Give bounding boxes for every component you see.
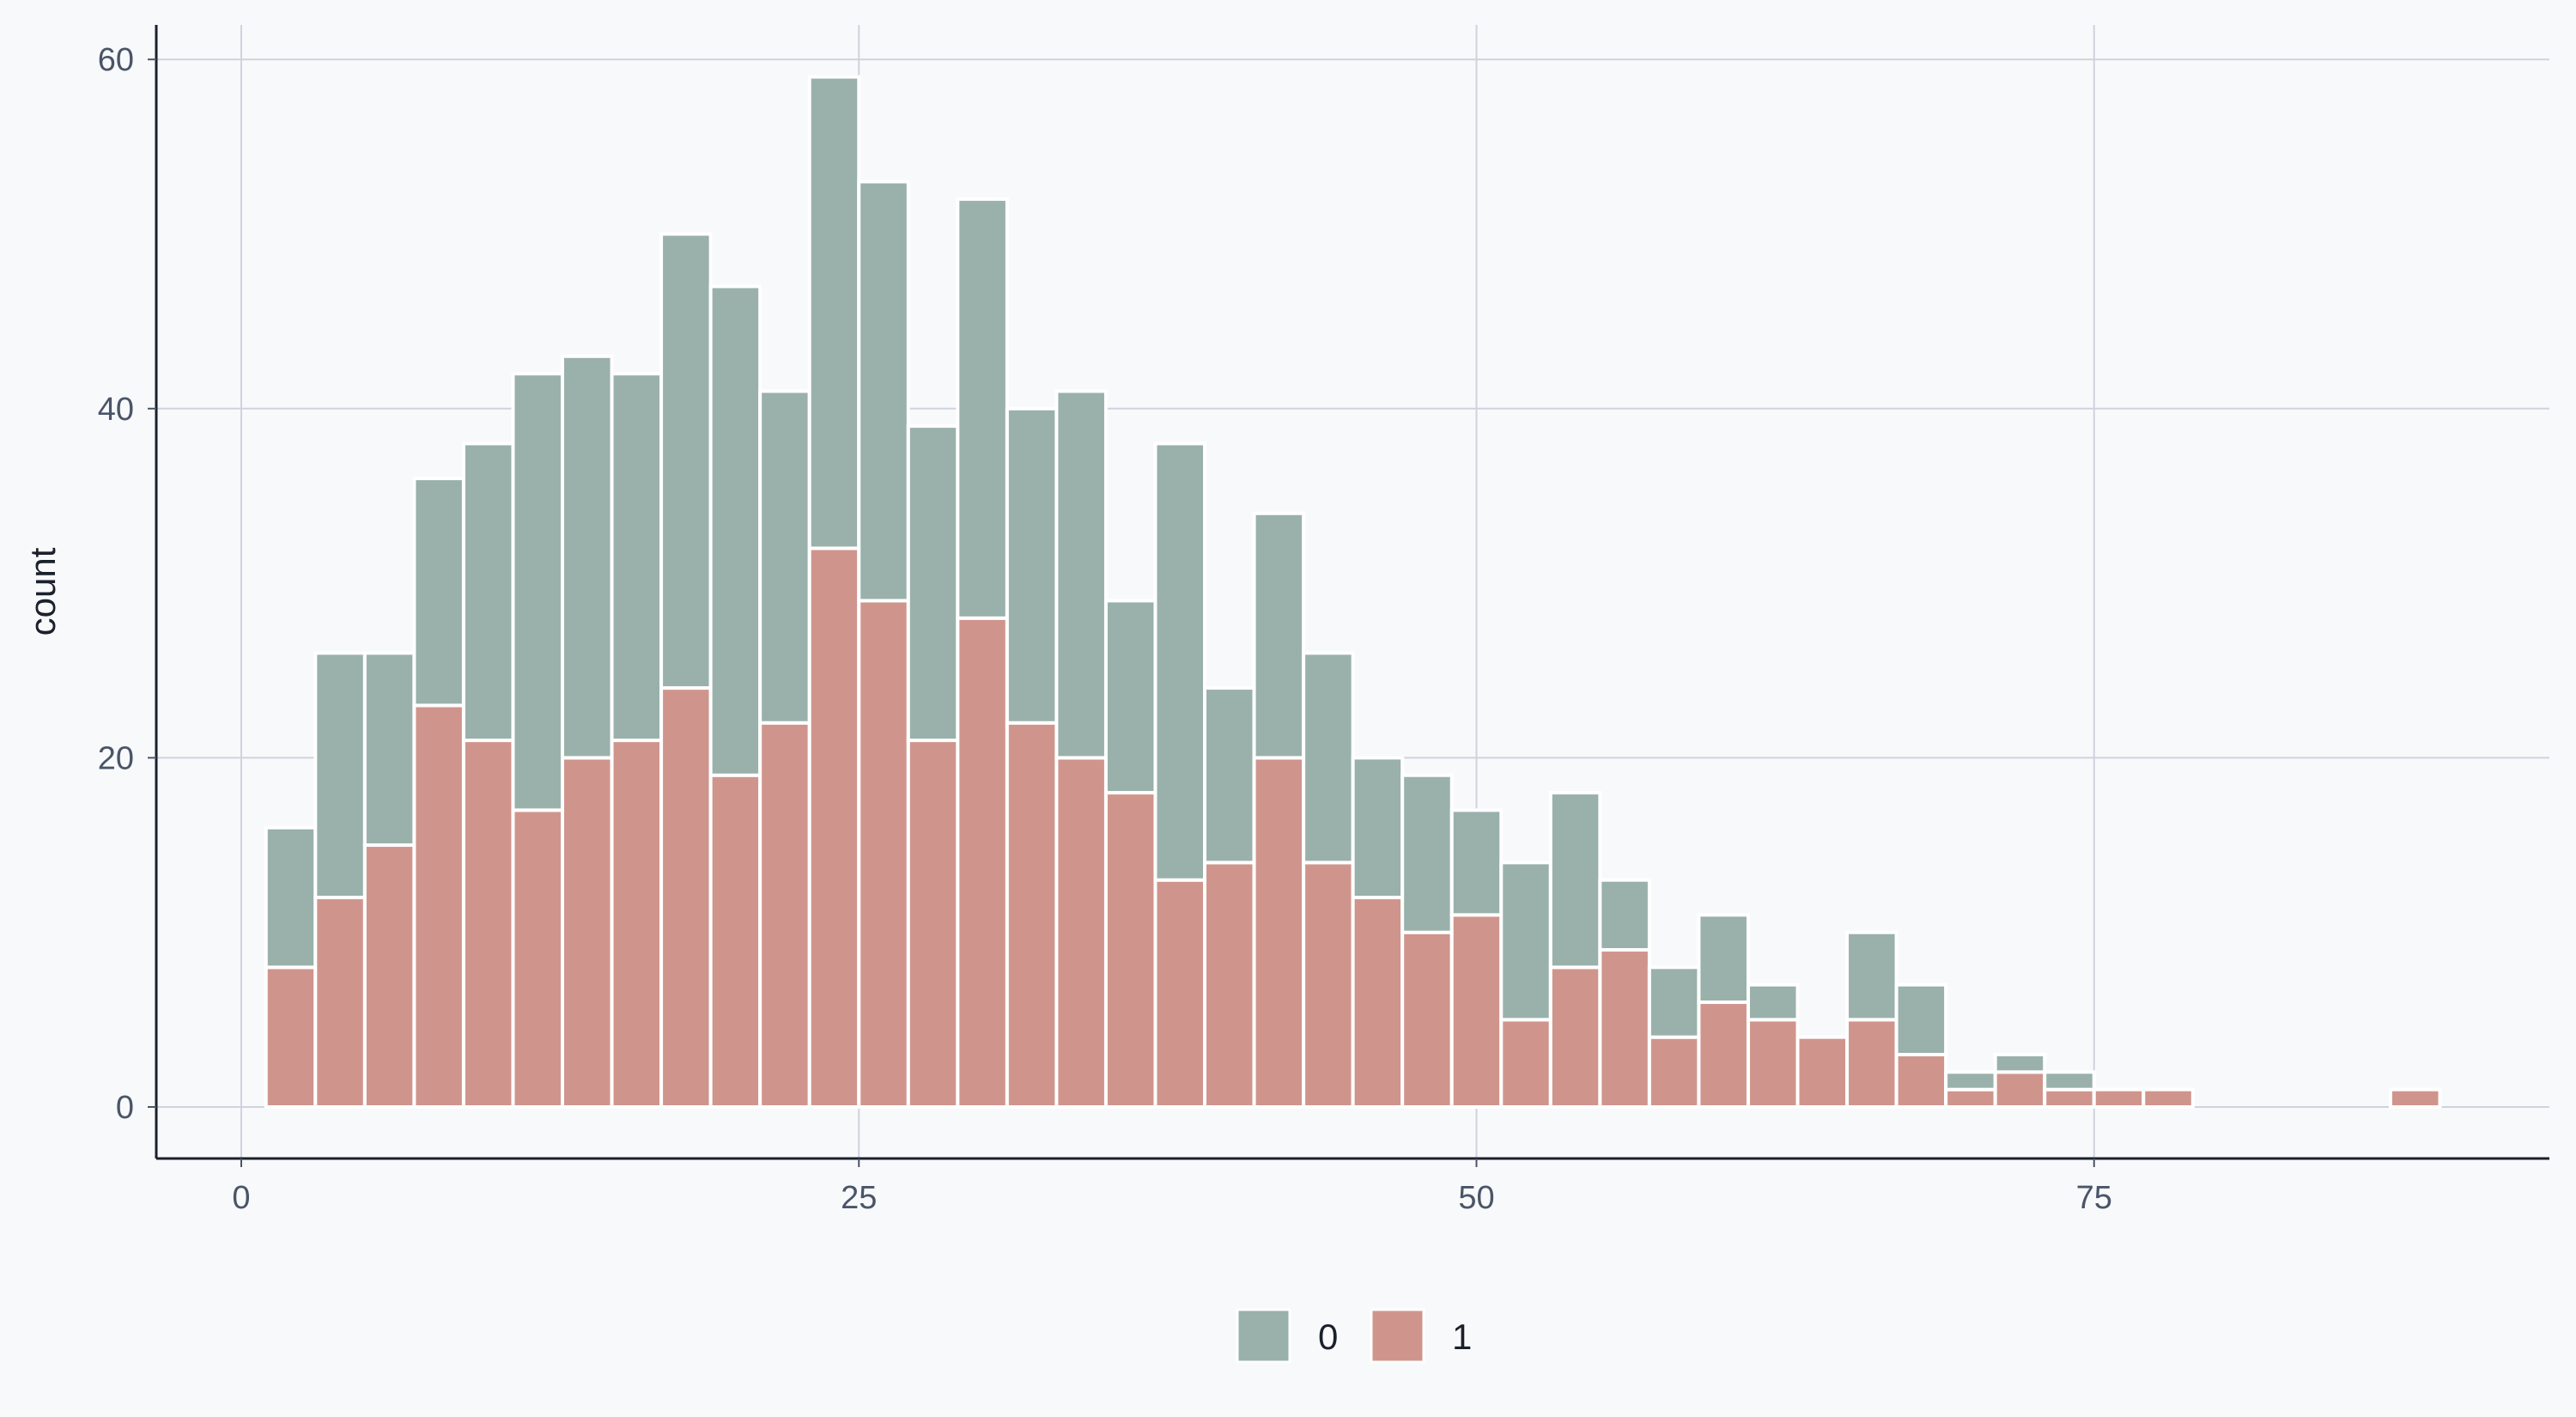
bar-series-1	[1449, 913, 1504, 1109]
bar-series-0	[313, 651, 367, 900]
bar-series-0	[857, 179, 910, 603]
bar-series-1	[807, 546, 861, 1109]
bar-series-1	[1302, 861, 1355, 1109]
x-tick-label: 0	[232, 1180, 250, 1216]
bar-series-0	[758, 389, 811, 725]
legend: 0 1	[1236, 1308, 1472, 1364]
bar-series-1	[1697, 1000, 1750, 1110]
bar-series-0	[2043, 1070, 2096, 1092]
bar-series-0	[1548, 791, 1602, 970]
bar-series-1	[956, 616, 1009, 1109]
bar-series-1	[1548, 965, 1602, 1109]
bar-series-0	[1944, 1070, 1997, 1092]
bar-series-1	[758, 721, 811, 1109]
bar-series-1	[2043, 1087, 2096, 1110]
y-tick-label: 0	[116, 1090, 134, 1126]
bar-series-1	[1795, 1035, 1850, 1110]
bar-series-1	[412, 703, 465, 1109]
bar-series-1	[1647, 1035, 1701, 1110]
bar-series-0	[1400, 773, 1454, 934]
bar-series-0	[906, 424, 960, 743]
bar-series-0	[1005, 406, 1059, 725]
bar-series-1	[1993, 1070, 2047, 1109]
bar-series-1	[857, 599, 910, 1109]
x-tick-label: 25	[841, 1180, 877, 1216]
bar-series-1	[1351, 896, 1405, 1110]
bar-series-0	[1103, 599, 1157, 795]
bar-series-0	[412, 477, 465, 708]
bar-series-1	[708, 773, 762, 1109]
bar-series-0	[659, 232, 713, 690]
bar-series-0	[1302, 651, 1355, 865]
x-tick-labels: 0 25 50 75	[232, 1159, 2112, 1216]
bar-series-1	[1054, 756, 1108, 1110]
bar-series-1	[511, 808, 565, 1109]
legend-label-0: 0	[1318, 1317, 1338, 1357]
bar-series-1	[1203, 861, 1256, 1109]
bar-series-0	[1894, 982, 1948, 1057]
bar-series-1	[313, 896, 367, 1110]
legend-key-0	[1236, 1308, 1291, 1364]
bar-series-1	[362, 843, 416, 1109]
bar-series-1	[2092, 1087, 2146, 1110]
bar-series-0	[1598, 878, 1651, 952]
bar-series-1	[1894, 1053, 1948, 1110]
bar-series-1	[264, 965, 318, 1109]
bar-series-0	[264, 825, 318, 970]
bar-series-1	[1103, 791, 1157, 1109]
bar-series-1	[1005, 721, 1059, 1109]
bar-series-1	[1400, 930, 1454, 1109]
bar-series-1	[1746, 1018, 1800, 1109]
y-tick-label: 40	[98, 392, 134, 428]
bar-series-0	[1449, 808, 1504, 917]
bar-series-1	[461, 739, 515, 1109]
bar-series-0	[1647, 965, 1701, 1039]
bar-series-1	[561, 756, 614, 1110]
bars	[264, 75, 2442, 1110]
bar-series-0	[1499, 861, 1552, 1022]
x-tick-label: 75	[2076, 1180, 2112, 1216]
bar-series-1	[906, 739, 960, 1109]
bar-series-0	[1746, 982, 1800, 1022]
bar-series-1	[2388, 1087, 2442, 1110]
y-tick-label: 20	[98, 740, 134, 776]
bar-series-0	[1153, 441, 1207, 882]
bar-series-0	[956, 197, 1009, 620]
bar-series-1	[659, 686, 713, 1110]
bar-series-0	[561, 354, 614, 760]
legend-key-1	[1370, 1308, 1425, 1364]
bar-series-1	[1944, 1087, 1997, 1110]
bar-series-0	[511, 372, 565, 812]
bar-series-1	[1153, 878, 1207, 1109]
bar-series-0	[1845, 930, 1899, 1022]
bar-series-0	[362, 651, 416, 848]
bar-series-1	[1598, 948, 1651, 1110]
bar-series-0	[610, 372, 664, 743]
bar-series-0	[1351, 756, 1405, 900]
bar-series-0	[1993, 1053, 2047, 1074]
y-axis-label: count	[22, 547, 63, 636]
bar-series-0	[807, 75, 861, 550]
bar-series-1	[1252, 756, 1306, 1110]
bar-series-1	[2142, 1087, 2195, 1110]
bar-series-0	[461, 441, 515, 743]
y-tick-label: 60	[98, 42, 134, 78]
legend-label-1: 1	[1452, 1317, 1472, 1357]
bar-series-0	[1252, 511, 1306, 760]
bar-series-0	[1054, 389, 1108, 760]
bar-series-1	[1845, 1018, 1899, 1109]
bar-series-0	[1203, 686, 1256, 865]
bar-series-1	[610, 739, 664, 1109]
bar-series-0	[1697, 913, 1750, 1005]
bar-series-0	[708, 284, 762, 777]
x-tick-label: 50	[1458, 1180, 1494, 1216]
bar-series-1	[1499, 1018, 1552, 1109]
y-tick-labels: 0 20 40 60	[98, 42, 156, 1126]
